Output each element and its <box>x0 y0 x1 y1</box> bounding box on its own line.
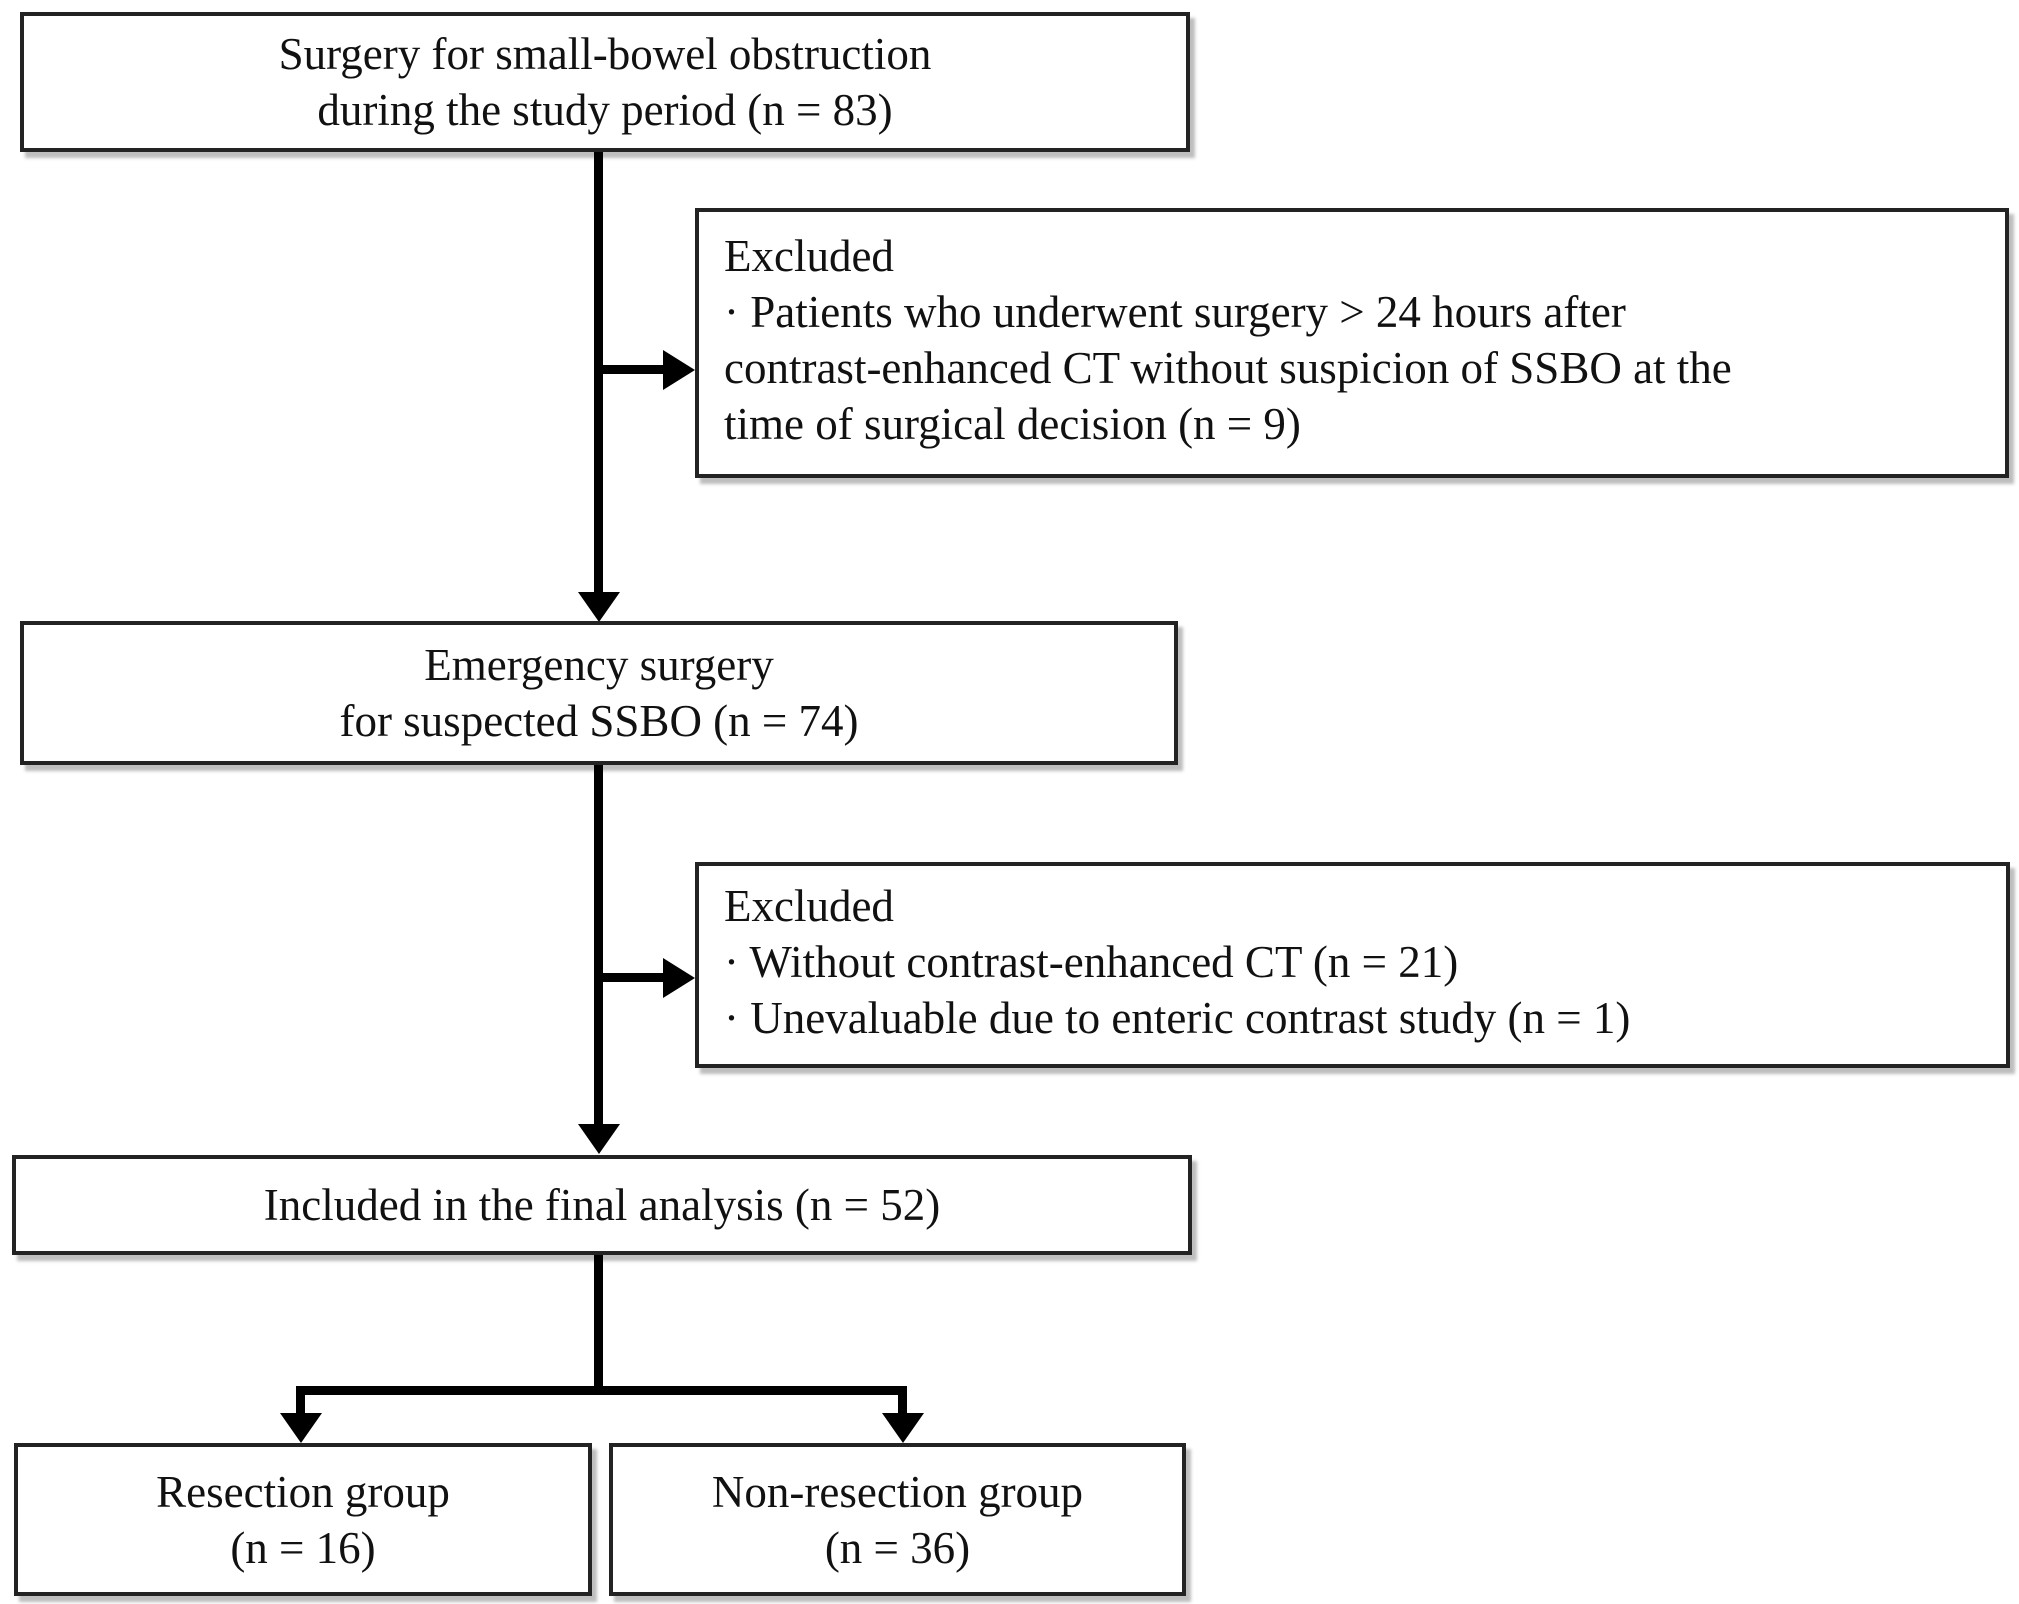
excluded-1-item-line-1: · Patients who underwent surgery > 24 ho… <box>724 287 1626 337</box>
excluded-2-item-1: · Without contrast-enhanced CT (n = 21) <box>724 937 1459 987</box>
flow-box-emergency-line-2: for suspected SSBO (n = 74) <box>339 696 859 746</box>
flow-box-surgery-line-1: Surgery for small-bowel obstruction <box>278 29 932 79</box>
arrowhead-down-icon <box>578 592 620 622</box>
arrowhead-right-icon <box>663 350 695 390</box>
arrowhead-right-icon <box>663 958 695 998</box>
flow-box-non-resection-group: Non-resection group (n = 36) <box>609 1443 1186 1596</box>
split-connector-stub <box>594 1255 603 1395</box>
split-connector-bar <box>296 1386 907 1395</box>
resection-group-line-2: (n = 16) <box>230 1522 376 1573</box>
flow-box-surgery-total: Surgery for small-bowel obstruction duri… <box>20 12 1190 152</box>
resection-group-line-1: Resection group <box>156 1466 450 1517</box>
excluded-1-item-line-3: time of surgical decision (n = 9) <box>724 399 1301 449</box>
arrow-emergency-to-included-shaft <box>594 765 603 1125</box>
non-resection-group-line-1: Non-resection group <box>711 1466 1084 1517</box>
non-resection-group-line-2: (n = 36) <box>824 1522 971 1573</box>
excluded-1-title: Excluded <box>724 231 894 281</box>
arrowhead-down-icon <box>280 1413 322 1443</box>
excluded-1-item-line-2: contrast-enhanced CT without suspicion o… <box>724 343 1732 393</box>
arrow-resection-shaft <box>296 1386 305 1416</box>
excluded-2-item-2: · Unevaluable due to enteric contrast st… <box>724 993 1631 1043</box>
flow-box-excluded-1: Excluded · Patients who underwent surger… <box>695 208 2009 478</box>
arrowhead-down-icon <box>882 1413 924 1443</box>
excluded-2-title: Excluded <box>724 881 894 931</box>
flow-box-emergency-surgery: Emergency surgery for suspected SSBO (n … <box>20 621 1178 765</box>
flow-box-included-line-1: Included in the final analysis (n = 52) <box>263 1180 941 1230</box>
arrow-excluded-1-shaft <box>598 365 666 374</box>
arrow-nonresection-shaft <box>898 1386 907 1416</box>
flow-box-included-final: Included in the final analysis (n = 52) <box>12 1155 1192 1255</box>
flow-box-emergency-line-1: Emergency surgery <box>424 640 774 690</box>
arrowhead-down-icon <box>578 1124 620 1154</box>
arrow-excluded-2-shaft <box>598 973 666 982</box>
flow-box-resection-group: Resection group (n = 16) <box>14 1443 592 1596</box>
flow-box-excluded-2: Excluded · Without contrast-enhanced CT … <box>695 862 2010 1068</box>
flow-box-surgery-line-2: during the study period (n = 83) <box>317 85 893 135</box>
